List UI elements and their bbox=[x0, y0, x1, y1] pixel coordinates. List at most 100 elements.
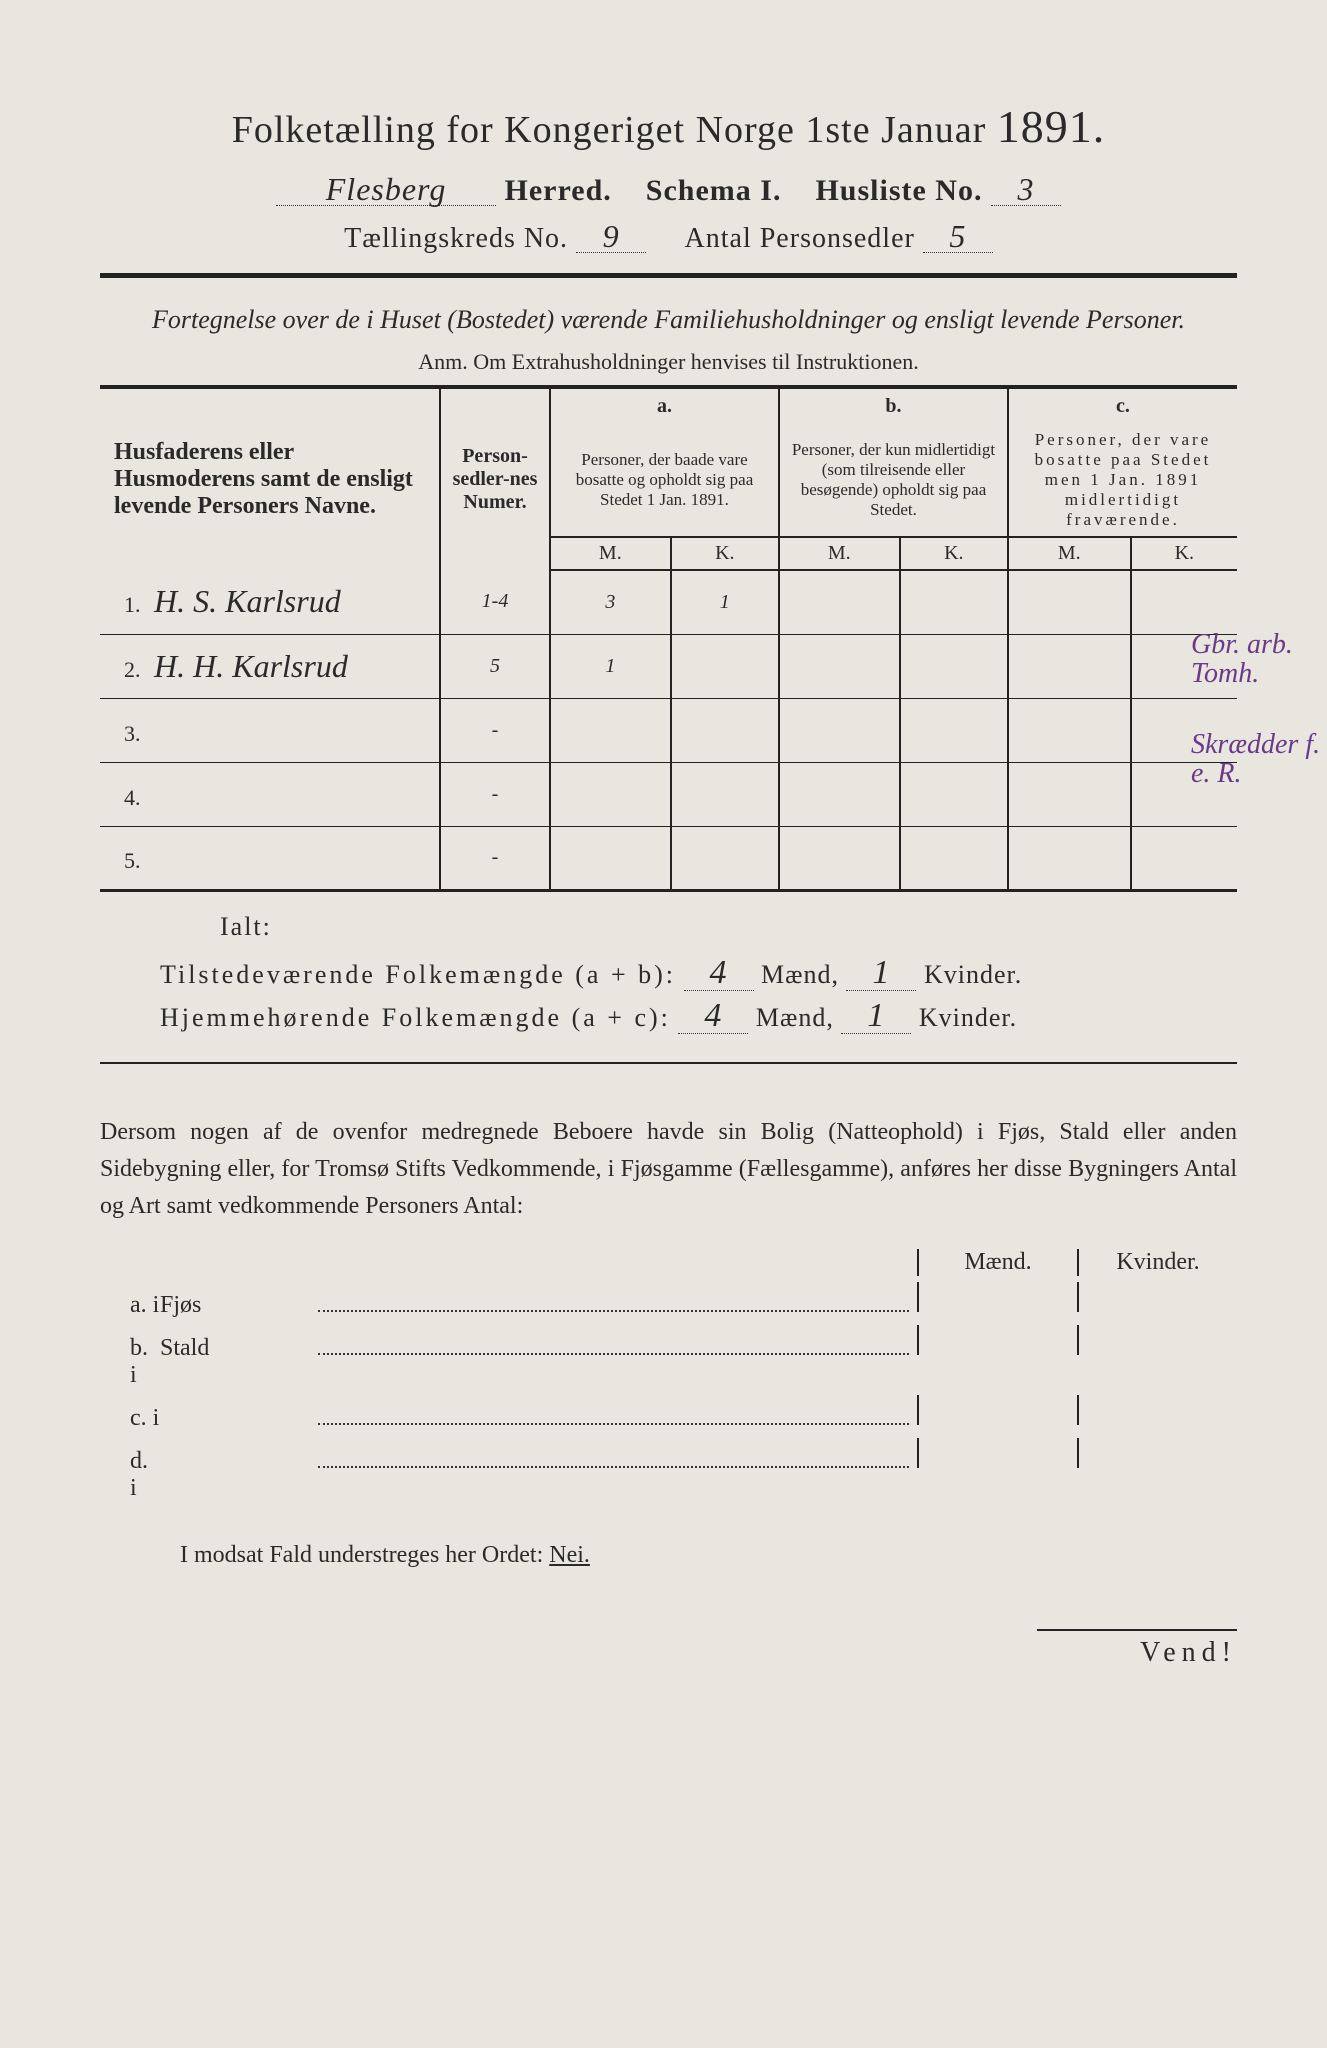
row-bK bbox=[900, 634, 1008, 698]
kreds-no: 9 bbox=[576, 220, 646, 253]
mk-header: Mænd. Kvinder. bbox=[100, 1249, 1237, 1276]
table-row: 3. - bbox=[100, 698, 1237, 762]
row-aM bbox=[550, 698, 671, 762]
hjemme-line: Hjemmehørende Folkemængde (a + c): 4 Mæn… bbox=[160, 999, 1237, 1034]
nei-pre: I modsat Fald understreges her Ordet: bbox=[180, 1542, 549, 1568]
nei-line: I modsat Fald understreges her Ordet: Ne… bbox=[180, 1542, 1237, 1569]
row-num: 4. bbox=[114, 785, 154, 811]
row-name: H. H. Karlsrud bbox=[154, 648, 348, 684]
bld-c-lab: c. i bbox=[100, 1405, 160, 1432]
row-bM bbox=[779, 570, 900, 634]
row-aK: 1 bbox=[671, 570, 779, 634]
mk-m: Mænd. bbox=[917, 1249, 1077, 1276]
row-aK bbox=[671, 826, 779, 890]
tilstede-line: Tilstedeværende Folkemængde (a + b): 4 M… bbox=[160, 956, 1237, 991]
row-aM: 1 bbox=[550, 634, 671, 698]
row-bK bbox=[900, 762, 1008, 826]
table-row: 4. - bbox=[100, 762, 1237, 826]
antal-label: Antal Personsedler bbox=[685, 223, 915, 254]
husliste-no: 3 bbox=[991, 173, 1061, 206]
dots bbox=[318, 1288, 909, 1312]
bld-c-k bbox=[1077, 1395, 1237, 1425]
building-row-b: b. i Stald bbox=[100, 1325, 1237, 1389]
col-a-k: K. bbox=[671, 537, 779, 570]
dots bbox=[318, 1331, 909, 1355]
kreds-label: Tællingskreds No. bbox=[344, 223, 568, 254]
row-bK bbox=[900, 570, 1008, 634]
bld-a-lab: a. i bbox=[100, 1292, 160, 1319]
building-row-d: d. i bbox=[100, 1438, 1237, 1502]
row-bM bbox=[779, 698, 900, 762]
bld-a-m bbox=[917, 1282, 1077, 1312]
census-table: Husfaderens eller Husmoderens samt de en… bbox=[100, 385, 1237, 892]
title-year: 1891. bbox=[997, 101, 1106, 152]
table-row: 1.H. S. Karlsrud 1-4 3 1 bbox=[100, 570, 1237, 634]
row-numer: - bbox=[440, 826, 550, 890]
row-cM bbox=[1008, 570, 1131, 634]
row-aK bbox=[671, 762, 779, 826]
col-a-letter: a. bbox=[550, 387, 779, 424]
antal-val: 5 bbox=[923, 220, 993, 253]
col-c-k: K. bbox=[1131, 537, 1237, 570]
table-row: 5. - bbox=[100, 826, 1237, 890]
tilstede-m: 4 bbox=[684, 956, 754, 991]
bld-d-lab: d. i bbox=[100, 1448, 160, 1502]
anm-line: Anm. Om Extrahusholdninger henvises til … bbox=[100, 349, 1237, 375]
row-numer: 5 bbox=[440, 634, 550, 698]
col-names: Husfaderens eller Husmoderens samt de en… bbox=[100, 387, 440, 570]
col-numer: Person-sedler-nes Numer. bbox=[440, 387, 550, 570]
hjemme-m: 4 bbox=[678, 999, 748, 1034]
rule-thin-1 bbox=[100, 1062, 1237, 1064]
hjemme-label: Hjemmehørende Folkemængde (a + c): bbox=[160, 1003, 671, 1032]
header-line-1: Flesberg Herred. Schema I. Husliste No. … bbox=[100, 173, 1237, 208]
col-a-m: M. bbox=[550, 537, 671, 570]
maend-label: Mænd, bbox=[761, 960, 839, 989]
tilstede-k: 1 bbox=[846, 956, 916, 991]
table-row: 2.H. H. Karlsrud 5 1 bbox=[100, 634, 1237, 698]
row-cK bbox=[1131, 570, 1237, 634]
tilstede-label: Tilstedeværende Folkemængde (a + b): bbox=[160, 960, 676, 989]
row-aM: 3 bbox=[550, 570, 671, 634]
herred-value: Flesberg bbox=[276, 173, 496, 206]
row-num: 3. bbox=[114, 721, 154, 747]
row-numer: - bbox=[440, 762, 550, 826]
building-paragraph: Dersom nogen af de ovenfor medregnede Be… bbox=[100, 1114, 1237, 1226]
row-aM bbox=[550, 826, 671, 890]
subtitle: Fortegnelse over de i Huset (Bostedet) v… bbox=[100, 300, 1237, 339]
col-c-m: M. bbox=[1008, 537, 1131, 570]
margin-note-2: Skrædder f. e. R. bbox=[1191, 730, 1321, 789]
row-cM bbox=[1008, 698, 1131, 762]
row-name: H. S. Karlsrud bbox=[154, 583, 341, 619]
row-numer: - bbox=[440, 698, 550, 762]
bld-d-m bbox=[917, 1438, 1077, 1468]
row-bM bbox=[779, 634, 900, 698]
header-line-2: Tællingskreds No. 9 Antal Personsedler 5 bbox=[100, 220, 1237, 255]
row-num: 1. bbox=[114, 592, 154, 618]
bld-b-m bbox=[917, 1325, 1077, 1355]
maend-label: Mænd, bbox=[756, 1003, 834, 1032]
row-bM bbox=[779, 762, 900, 826]
col-b-m: M. bbox=[779, 537, 900, 570]
rule-heavy-1 bbox=[100, 273, 1237, 278]
bld-a-name: Fjøs bbox=[160, 1292, 310, 1319]
row-cM bbox=[1008, 634, 1131, 698]
kvinder-label: Kvinder. bbox=[924, 960, 1022, 989]
dots bbox=[318, 1401, 909, 1425]
row-bM bbox=[779, 826, 900, 890]
col-a: Personer, der baade vare bosatte og opho… bbox=[550, 424, 779, 537]
row-cM bbox=[1008, 762, 1131, 826]
bld-d-k bbox=[1077, 1438, 1237, 1468]
row-bK bbox=[900, 826, 1008, 890]
col-b-letter: b. bbox=[779, 387, 1008, 424]
col-b-k: K. bbox=[900, 537, 1008, 570]
husliste-label: Husliste No. bbox=[815, 174, 982, 207]
herred-label: Herred. bbox=[505, 174, 612, 207]
hjemme-k: 1 bbox=[841, 999, 911, 1034]
margin-note-1: Gbr. arb. Tomh. bbox=[1191, 630, 1321, 689]
row-num: 2. bbox=[114, 657, 154, 683]
page-title: Folketælling for Kongeriget Norge 1ste J… bbox=[100, 100, 1237, 153]
col-c: Personer, der vare bosatte paa Stedet me… bbox=[1008, 424, 1237, 537]
bld-a-k bbox=[1077, 1282, 1237, 1312]
row-cK bbox=[1131, 826, 1237, 890]
building-row-a: a. i Fjøs bbox=[100, 1282, 1237, 1319]
